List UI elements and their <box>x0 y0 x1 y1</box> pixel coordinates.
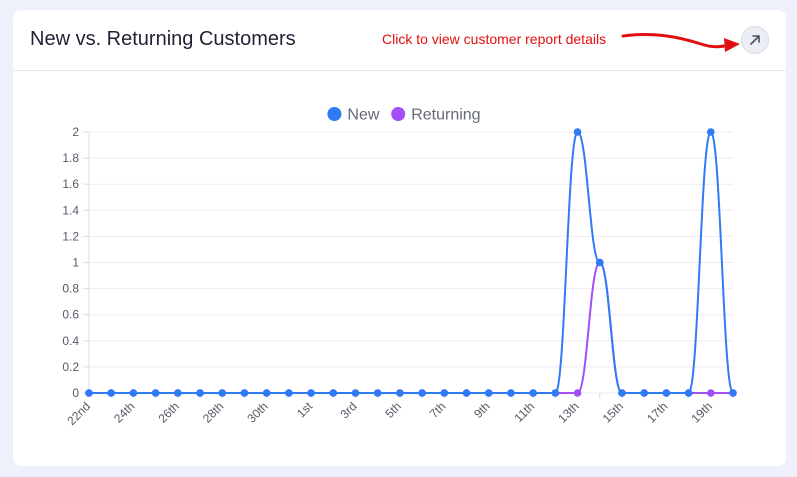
x-tick-label: 5th <box>382 399 404 421</box>
data-point-new <box>107 389 116 397</box>
y-tick-label: 1.8 <box>62 151 79 165</box>
y-tick-label: 0.2 <box>62 360 79 374</box>
data-point-new <box>329 389 338 397</box>
x-tick-label: 13th <box>555 399 581 425</box>
data-point-new <box>85 389 93 397</box>
series-new <box>85 128 737 397</box>
open-report-button[interactable] <box>741 26 769 54</box>
data-point-new <box>218 389 227 397</box>
y-tick-label: 2 <box>72 125 79 139</box>
legend-item-new: New <box>327 107 380 124</box>
annotation-arrow-icon <box>621 32 740 52</box>
x-tick-label: 15th <box>600 399 626 425</box>
data-point-new <box>706 128 715 136</box>
y-tick-label: 1.2 <box>62 229 79 243</box>
data-point-new <box>418 389 426 397</box>
x-tick-label: 1st <box>294 399 316 421</box>
x-tick-label: 19th <box>688 399 714 425</box>
data-point-new <box>373 389 382 397</box>
data-point-new <box>573 128 582 136</box>
data-point-new <box>618 389 626 397</box>
data-point-new <box>729 389 737 397</box>
legend-item-returning: Returning <box>391 107 481 124</box>
data-point-new <box>396 389 404 397</box>
data-point-new <box>129 389 138 397</box>
data-point-new <box>285 389 293 397</box>
chart-series <box>85 128 737 397</box>
data-point-new <box>462 389 471 397</box>
y-tick-label: 1.4 <box>62 203 79 217</box>
x-tick-label: 30th <box>244 399 270 425</box>
data-point-new <box>151 389 160 397</box>
data-point-new <box>551 389 560 397</box>
x-tick-label: 7th <box>427 399 449 421</box>
x-tick-label: 3rd <box>337 399 359 421</box>
series-returning <box>85 258 737 397</box>
x-tick-label: 17th <box>644 399 670 425</box>
data-point-new <box>262 389 271 397</box>
data-point-new <box>351 389 360 397</box>
line-chart: New Returning 0 0.2 0.4 0.6 0.8 1 1.2 1.4 1.6 1.8 2… <box>62 107 737 428</box>
x-tick-label: 26th <box>156 399 182 425</box>
series-line-new <box>89 130 734 394</box>
x-tick-label: 9th <box>471 399 493 421</box>
arrow-up-right-icon <box>750 35 760 45</box>
annotation-text: Click to view customer report details <box>382 31 607 47</box>
x-tick-label: 22nd <box>64 399 93 428</box>
data-point-new <box>240 389 249 397</box>
y-tick-label: 0.6 <box>62 308 79 322</box>
data-point-new <box>640 389 648 397</box>
legend-marker-returning <box>391 107 406 121</box>
y-axis: 0 0.2 0.4 0.6 0.8 1 1.2 1.4 1.6 1.8 2 <box>62 125 90 400</box>
legend-label-returning: Returning <box>411 107 480 124</box>
legend-marker-new <box>327 107 342 121</box>
chart-grid <box>89 131 733 394</box>
y-tick-label: 0.4 <box>62 334 79 348</box>
card-title: New vs. Returning Customers <box>30 28 296 50</box>
x-axis: 22nd 24th 26th 28th 30th 1st 3rd 5th 7th 9th 11th 1… <box>64 393 734 428</box>
y-tick-label: 1.6 <box>62 177 79 191</box>
data-point-new <box>684 389 693 397</box>
x-tick-label: 11th <box>511 399 537 425</box>
chart-legend: New Returning <box>327 107 481 124</box>
y-tick-label: 1 <box>72 256 79 270</box>
x-tick-label: 28th <box>200 399 226 425</box>
data-point-returning <box>573 389 582 397</box>
chart-card: New vs. Returning Customers Click to vie… <box>13 10 786 466</box>
legend-label-new: New <box>347 107 379 124</box>
card-header: New vs. Returning Customers Click to vie… <box>13 10 786 71</box>
data-point-new <box>507 389 515 397</box>
data-point-new <box>484 389 493 397</box>
data-point-new <box>174 389 182 397</box>
y-tick-label: 0 <box>72 386 79 400</box>
series-line-returning <box>89 261 733 394</box>
data-point-new <box>307 389 315 397</box>
x-tick-label: 24th <box>111 399 137 425</box>
data-point-new <box>595 258 604 267</box>
data-point-returning <box>706 389 715 397</box>
y-tick-label: 0.8 <box>62 282 79 296</box>
data-point-new <box>662 389 671 397</box>
data-point-new <box>196 389 204 397</box>
data-point-new <box>440 389 449 397</box>
data-point-new <box>529 389 537 397</box>
